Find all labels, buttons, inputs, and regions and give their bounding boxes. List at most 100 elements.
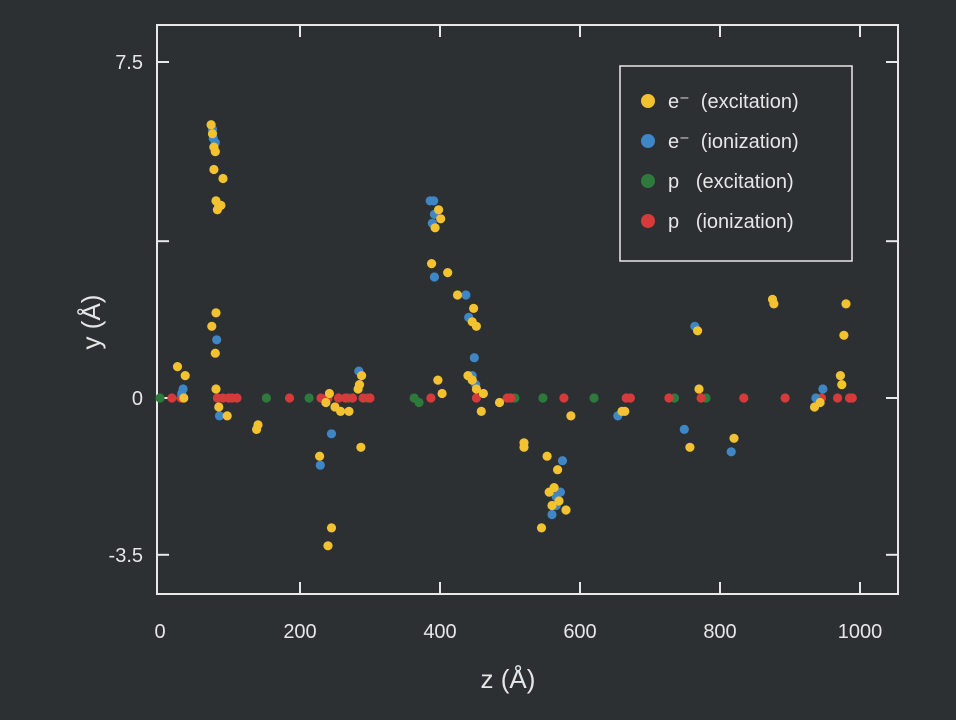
data-point (726, 447, 736, 457)
data-point (679, 424, 689, 434)
data-point (333, 393, 344, 403)
data-point (547, 509, 557, 520)
data-point (426, 393, 436, 403)
data-point (839, 330, 849, 340)
data-point (212, 335, 222, 345)
data-point (559, 393, 569, 403)
data-point (478, 388, 488, 399)
data-point (837, 380, 847, 390)
data-point (519, 442, 529, 452)
data-point (536, 523, 547, 533)
data-point (835, 371, 846, 381)
data-point (694, 384, 704, 394)
legend-label: e⁻ (ionization) (668, 131, 799, 153)
data-point (326, 523, 337, 533)
data-point (358, 393, 368, 403)
data-point (344, 406, 354, 416)
data-point (476, 406, 486, 416)
data-point (357, 371, 367, 381)
data-point (353, 384, 363, 394)
data-point (179, 393, 189, 403)
x-tick-label: 200 (283, 621, 316, 643)
data-point (471, 393, 481, 403)
data-point (818, 384, 828, 394)
data-point (326, 429, 337, 439)
data-point (561, 505, 571, 515)
data-point (429, 272, 439, 282)
data-point (589, 393, 599, 403)
data-point (620, 406, 630, 416)
data-point (693, 326, 703, 336)
data-point (167, 393, 177, 403)
data-point (252, 424, 262, 434)
legend: e⁻ (excitation) e⁻ (ionization) p (excitat… (619, 65, 853, 262)
data-point (436, 214, 446, 224)
data-point (155, 393, 165, 403)
data-point (685, 442, 695, 452)
data-point (815, 397, 825, 408)
data-point (469, 353, 479, 363)
data-point (365, 393, 375, 403)
legend-box (619, 65, 853, 262)
data-point (549, 483, 559, 493)
y-axis-ticks: -3.5 0 7.5 (109, 52, 898, 567)
y-tick-label: 7.5 (115, 52, 143, 74)
legend-marker (641, 214, 655, 228)
data-point (206, 120, 216, 130)
data-point (232, 393, 242, 403)
data-point (506, 393, 516, 403)
data-point (218, 173, 228, 184)
y-axis-title: y (Å) (76, 295, 106, 350)
x-axis-title: z (Å) (481, 664, 536, 694)
data-point (434, 205, 444, 215)
data-point (469, 303, 479, 313)
data-point (216, 200, 226, 210)
x-tick-label: 600 (563, 621, 596, 643)
data-point (467, 375, 477, 385)
x-tick-label: 400 (423, 621, 456, 643)
data-point (261, 393, 271, 403)
data-point (210, 348, 220, 358)
x-tick-label: 1000 (838, 621, 883, 643)
data-point (414, 397, 424, 408)
data-point (214, 402, 224, 412)
data-point (210, 147, 220, 157)
legend-label: p (ionization) (668, 211, 794, 233)
data-point (222, 411, 232, 421)
data-point (209, 164, 219, 175)
data-point (471, 384, 481, 394)
data-point (452, 290, 463, 300)
data-points (155, 120, 857, 551)
data-point (180, 371, 190, 381)
y-tick-label: -3.5 (109, 545, 143, 567)
data-point (323, 541, 333, 551)
data-point (553, 465, 563, 475)
y-tick-label: 0 (132, 388, 143, 410)
data-point (284, 393, 295, 403)
legend-marker (641, 134, 655, 148)
x-tick-label: 0 (154, 621, 165, 643)
data-point (566, 411, 576, 421)
legend-label: p (excitation) (668, 171, 794, 193)
legend-marker (641, 174, 655, 188)
data-point (625, 393, 636, 403)
data-point (340, 393, 351, 403)
data-point (443, 268, 453, 278)
data-point (542, 451, 552, 461)
data-point (554, 496, 564, 506)
data-point (347, 393, 358, 403)
x-axis-ticks: 0 200 400 600 800 1000 (154, 25, 882, 643)
data-point (780, 393, 790, 403)
x-tick-label: 800 (703, 621, 736, 643)
data-point (324, 388, 334, 399)
plot-frame (156, 24, 899, 595)
data-point (207, 129, 218, 139)
data-point (211, 384, 221, 394)
data-point (315, 451, 325, 461)
data-point (304, 393, 314, 403)
data-point (538, 393, 548, 403)
data-point (841, 299, 851, 309)
data-point (207, 321, 217, 331)
data-point (847, 393, 857, 403)
